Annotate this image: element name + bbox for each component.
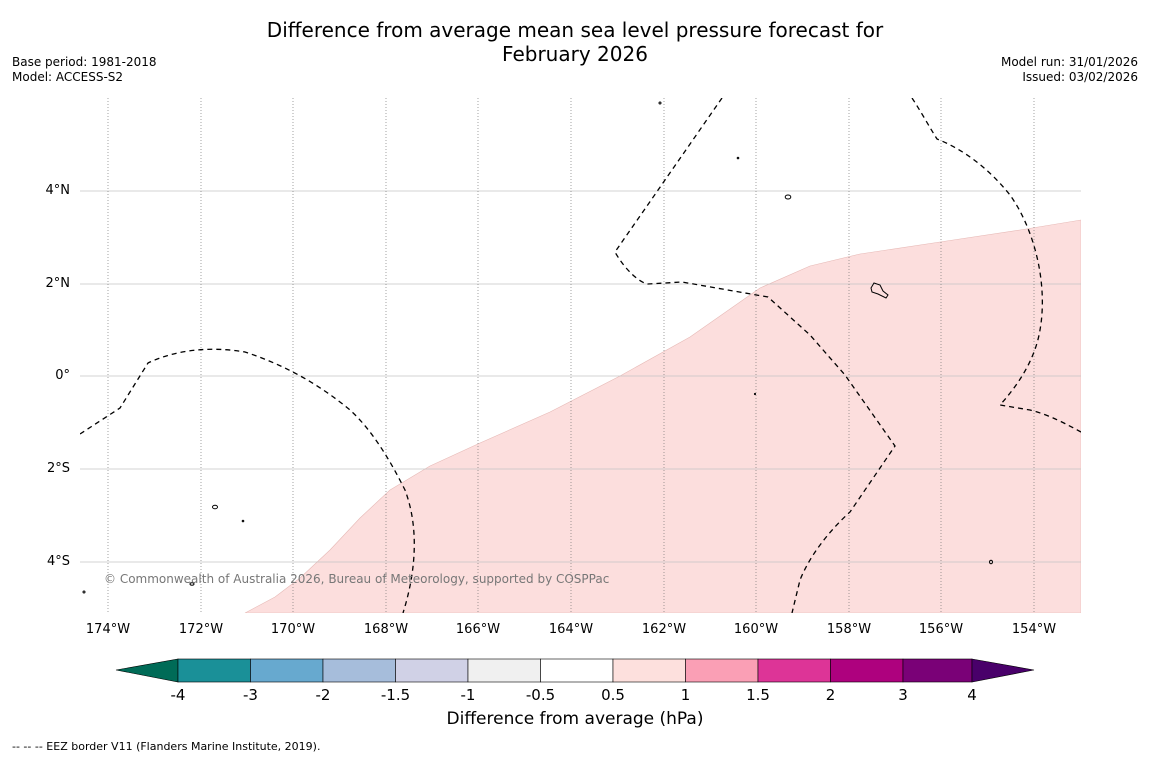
- island: [82, 590, 86, 594]
- colorbar-title: Difference from average (hPa): [446, 709, 704, 729]
- lon-label: 156°W: [918, 622, 964, 637]
- lon-label: 160°W: [733, 622, 779, 637]
- lat-label-4n: 4°N: [45, 183, 71, 198]
- meta-right: Model run: 31/01/2026 Issued: 03/02/2026: [1001, 55, 1138, 85]
- colorbar-segment: [322, 658, 396, 683]
- latitude-gridlines: [80, 190, 1081, 563]
- eez-borders: [80, 98, 1081, 613]
- colorbar-tick-label: 2: [825, 686, 836, 704]
- longitude-gridlines: [107, 98, 1035, 613]
- lon-label: 172°W: [178, 622, 224, 637]
- colorbar-segment: [612, 658, 686, 683]
- colorbar-tick-label: -0.5: [525, 686, 556, 704]
- colorbar-tick-label: 0.5: [601, 686, 625, 704]
- colorbar: [115, 658, 1035, 683]
- lat-label-4s: 4°S: [46, 554, 70, 569]
- island: [753, 392, 757, 396]
- island: [189, 582, 195, 586]
- colorbar-tick-label: -3: [243, 686, 258, 704]
- eez-border-east: [911, 98, 1081, 433]
- colorbar-segment: [177, 658, 251, 683]
- copyright-notice: © Commonwealth of Australia 2026, Bureau…: [104, 572, 610, 586]
- lon-label: 166°W: [455, 622, 501, 637]
- colorbar-segment: [685, 658, 759, 683]
- island: [784, 194, 792, 200]
- chart-title: Difference from average mean sea level p…: [0, 18, 1150, 66]
- colorbar-extend-high: [971, 658, 1035, 683]
- eez-footnote: -- -- -- EEZ border V11 (Flanders Marine…: [12, 740, 321, 753]
- title-line-2: February 2026: [502, 42, 648, 66]
- lat-label-0: 0°: [55, 368, 70, 383]
- eez-border-west: [80, 348, 415, 613]
- colorbar-segment: [467, 658, 541, 683]
- eez-border-central-north: [614, 98, 896, 613]
- islands: [82, 101, 993, 594]
- colorbar-tick-label: 1.5: [746, 686, 770, 704]
- model-run: Model run: 31/01/2026: [1000, 55, 1138, 69]
- title-line-1: Difference from average mean sea level p…: [266, 18, 884, 42]
- island: [870, 282, 889, 299]
- colorbar-tick-label: 3: [898, 686, 908, 704]
- lon-label: 174°W: [85, 622, 131, 637]
- colorbar-segment: [902, 658, 973, 683]
- lon-label: 170°W: [270, 622, 316, 637]
- lon-label: 158°W: [826, 622, 872, 637]
- lon-label: 162°W: [641, 622, 687, 637]
- island: [658, 101, 662, 105]
- colorbar-tick-label: 4: [967, 686, 977, 704]
- issued-date: Issued: 03/02/2026: [1022, 70, 1138, 84]
- colorbar-segment: [830, 658, 904, 683]
- lon-label: 168°W: [363, 622, 409, 637]
- colorbar-tick-label: -4: [170, 686, 186, 704]
- island: [212, 504, 218, 510]
- lat-label-2s: 2°S: [46, 461, 70, 476]
- colorbar-segment: [250, 658, 324, 683]
- colorbar-tick-label: -1: [460, 686, 476, 704]
- colorbar-tick-label: -1.5: [380, 686, 411, 704]
- island: [736, 156, 740, 160]
- model-name: Model: ACCESS-S2: [12, 70, 124, 84]
- colorbar-tick-label: 1: [680, 686, 691, 704]
- colorbar-segment: [395, 658, 469, 683]
- colorbar-extend-low: [115, 658, 179, 683]
- pressure-anomaly-area: [244, 219, 1081, 613]
- island: [989, 559, 993, 565]
- lon-label: 154°W: [1011, 622, 1057, 637]
- base-period: Base period: 1981-2018: [12, 55, 157, 69]
- colorbar-segment: [757, 658, 831, 683]
- colorbar-segment: [540, 658, 614, 683]
- colorbar-tick-label: -2: [315, 686, 331, 704]
- island: [241, 519, 245, 523]
- lat-label-2n: 2°N: [45, 276, 71, 291]
- lon-label: 164°W: [548, 622, 594, 637]
- meta-left: Base period: 1981-2018 Model: ACCESS-S2: [12, 55, 157, 85]
